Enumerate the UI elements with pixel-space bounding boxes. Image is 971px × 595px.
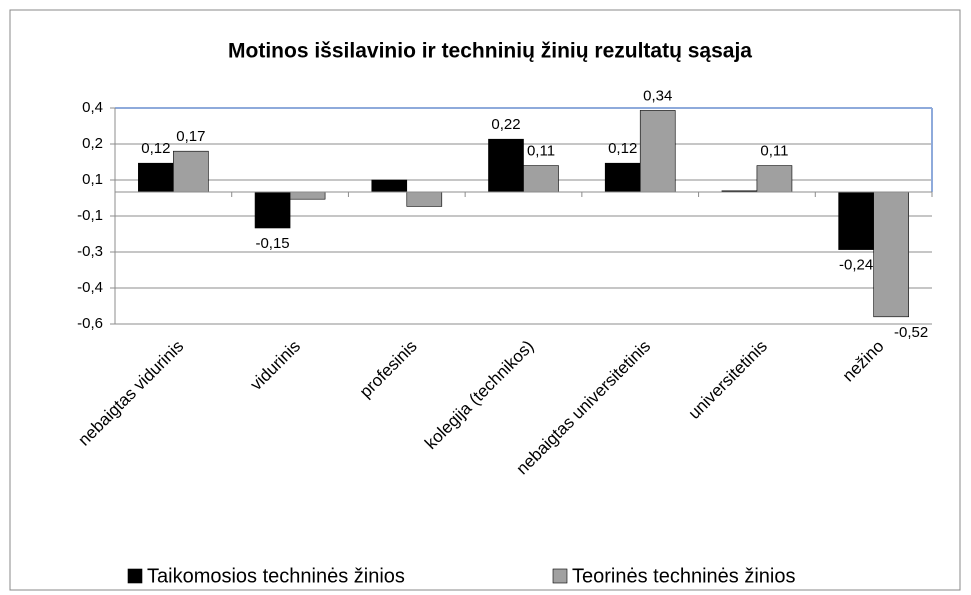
data-label: -0,52 [894,324,928,341]
bar [488,138,524,193]
data-label: -0,15 [255,235,289,252]
data-label: -0,24 [839,257,873,274]
legend-swatch [127,568,143,584]
legend-swatch [552,568,568,584]
bar [838,191,874,250]
bar [289,191,326,200]
bar [173,150,209,193]
data-label: 0,11 [527,143,555,160]
bar [138,162,174,193]
data-label: 0,12 [608,140,637,157]
bar [639,110,676,193]
chart-title: Motinos išsilavinio ir techninių žinių r… [228,40,752,63]
data-label: 0,12 [141,140,170,157]
bar [604,162,641,193]
bar [406,191,443,207]
bar [756,165,793,193]
y-tick-label: -0,6 [77,315,103,332]
y-tick-label: 0,1 [82,171,103,188]
y-tick-label: 0,2 [82,135,103,152]
data-label: 0,11 [760,143,788,160]
bar [254,191,291,229]
legend-label: Taikomosios techninės žinios [147,565,405,587]
data-label: 0,34 [643,87,672,104]
y-tick-label: -0,1 [77,207,103,224]
bar [523,165,559,193]
bar [873,191,909,318]
legend-label: Teorinės techninės žinios [572,565,795,587]
y-tick-label: 0,4 [82,99,103,116]
data-label: 0,17 [176,128,205,145]
bar [371,179,408,193]
chart-border [9,9,961,591]
data-label: 0,22 [491,116,520,133]
y-tick-label: -0,3 [77,243,103,260]
y-tick-label: -0,4 [77,279,103,296]
